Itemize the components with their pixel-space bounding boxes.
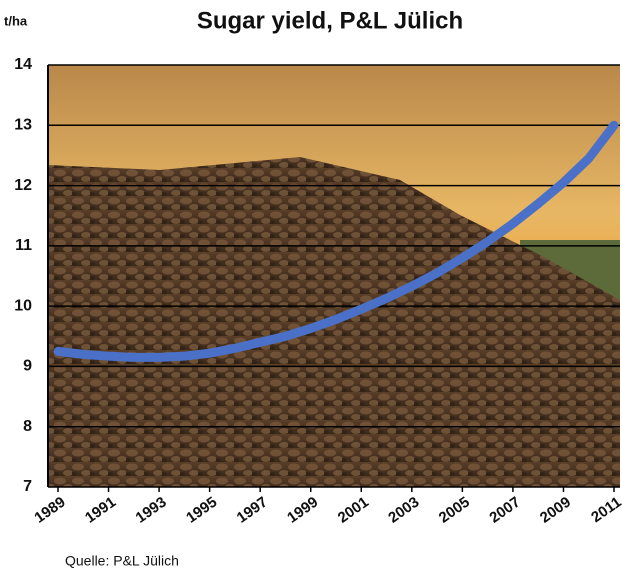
x-tick-label: 2001 bbox=[335, 494, 372, 527]
y-tick-label: 11 bbox=[15, 237, 32, 254]
x-tick-label: 1989 bbox=[31, 494, 68, 527]
y-tick-label: 10 bbox=[14, 297, 32, 314]
y-tick-label: 7 bbox=[23, 478, 32, 495]
x-tick-label: 1997 bbox=[234, 494, 271, 527]
x-tick-label: 2011 bbox=[588, 494, 622, 527]
x-tick-label: 1999 bbox=[284, 494, 321, 527]
y-tick-label: 14 bbox=[14, 56, 32, 73]
y-tick-label: 13 bbox=[14, 117, 32, 134]
x-tick-label: 1991 bbox=[82, 494, 119, 527]
y-tick-label: 12 bbox=[14, 177, 32, 194]
x-tick-label: 2005 bbox=[436, 494, 473, 527]
x-tick-label: 1995 bbox=[183, 494, 220, 527]
chart: t/ha Sugar yield, P&L Jülich Quelle: P&L… bbox=[0, 0, 622, 575]
x-tick-label: 2007 bbox=[486, 494, 523, 527]
source-note: Quelle: P&L Jülich bbox=[65, 553, 179, 569]
plot-background bbox=[48, 65, 620, 487]
y-tick-label: 9 bbox=[23, 358, 32, 375]
y-tick-label: 8 bbox=[23, 418, 32, 435]
y-axis-label: t/ha bbox=[4, 13, 28, 28]
x-tick-label: 2003 bbox=[385, 494, 422, 527]
x-tick-label: 1993 bbox=[133, 494, 170, 527]
chart-title: Sugar yield, P&L Jülich bbox=[197, 7, 463, 34]
x-tick-label: 2009 bbox=[537, 494, 574, 527]
